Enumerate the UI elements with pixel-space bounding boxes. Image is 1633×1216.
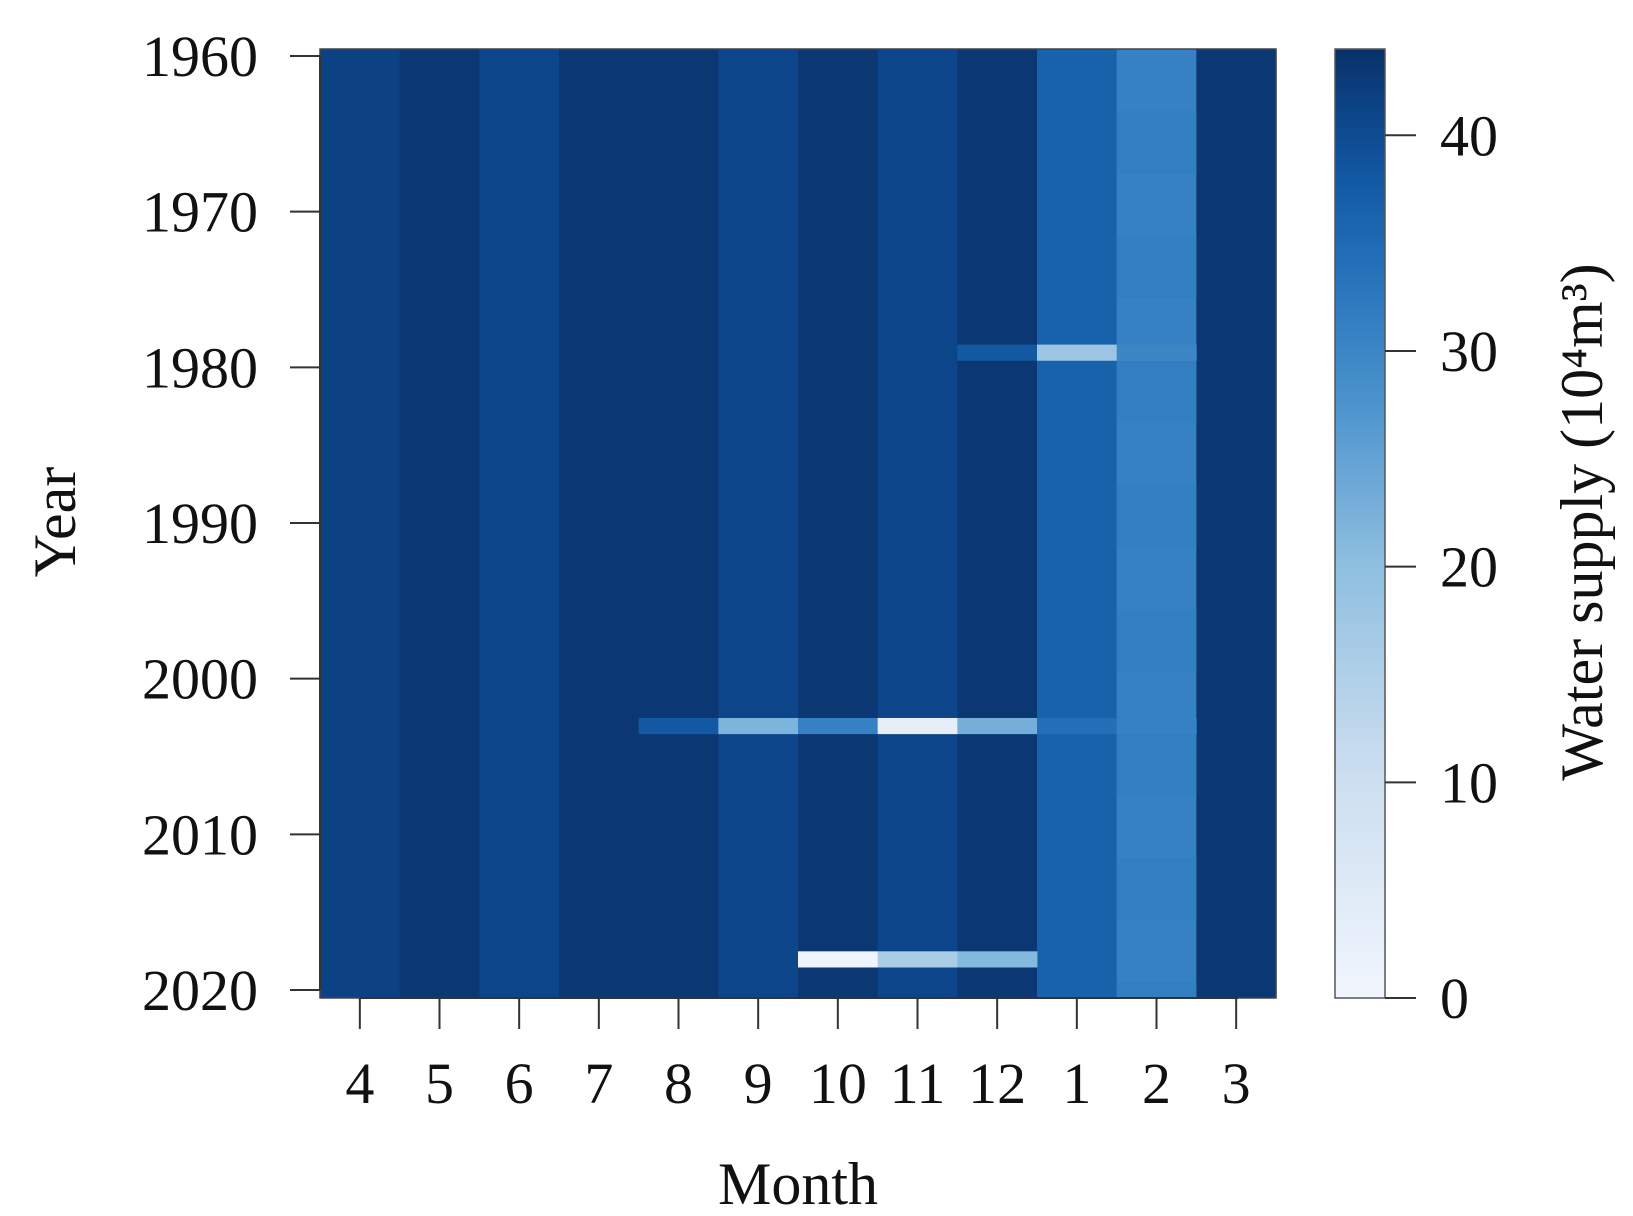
heatmap-cell (1116, 406, 1197, 423)
heatmap-cell-2018-10 (798, 951, 879, 968)
y-tick-label: 2020 (142, 958, 258, 1023)
heatmap-column-6 (479, 49, 560, 998)
heatmap-column-3 (1196, 49, 1277, 998)
heatmap-cell (1116, 904, 1197, 921)
heatmap-cell (1116, 531, 1197, 548)
heatmap-cell (1116, 266, 1197, 283)
heatmap-cell (1116, 251, 1197, 268)
x-tick-label: 9 (744, 1051, 773, 1116)
heatmap-cell-2018-11 (877, 951, 958, 968)
x-tick-label: 12 (968, 1051, 1026, 1116)
x-tick-label: 6 (505, 1051, 534, 1116)
heatmap-cell (1116, 780, 1197, 797)
heatmap-cell (1116, 515, 1197, 532)
y-tick-label: 1970 (142, 180, 258, 245)
heatmap-column-12 (957, 49, 1038, 998)
x-tick-label: 2 (1142, 1051, 1171, 1116)
colorbar-tick-label: 40 (1440, 103, 1498, 168)
x-tick-label: 8 (664, 1051, 693, 1116)
heatmap-cell (1116, 982, 1197, 999)
heatmap-column-7 (559, 49, 640, 998)
heatmap-cell-2003-11 (877, 717, 958, 735)
heatmap-cell (1116, 157, 1197, 174)
colorbar-tick-label: 30 (1440, 319, 1498, 384)
heatmap-cell (1116, 749, 1197, 765)
heatmap-cell (1116, 142, 1197, 159)
heatmap-cell-1979-2 (1116, 344, 1197, 361)
colorbar (1334, 48, 1386, 999)
heatmap-cell (1116, 889, 1197, 905)
x-tick-label: 10 (809, 1051, 867, 1116)
heatmap-cell-1979-12 (957, 344, 1038, 361)
colorbar-ticks: 0 10 20 30 40 (1385, 103, 1498, 1031)
x-tick-label: 1 (1062, 1051, 1091, 1116)
x-tick-label: 4 (345, 1051, 374, 1116)
heatmap-cell-2003-12 (957, 717, 1038, 735)
heatmap-column-11 (877, 49, 958, 998)
heatmap-cell-2003-9 (718, 717, 799, 735)
heatmap-cell (1116, 624, 1197, 641)
heatmap-cell (1116, 484, 1197, 501)
heatmap-cell-2003-8 (638, 717, 719, 735)
x-tick-label: 5 (425, 1051, 454, 1116)
colorbar-tick-label: 20 (1440, 535, 1498, 600)
heatmap-cell (1116, 282, 1197, 299)
heatmap-column-10 (798, 49, 879, 998)
heatmap-column-9 (718, 49, 799, 998)
x-axis-ticks: 4 5 6 7 8 9 10 11 12 1 2 3 (345, 998, 1251, 1116)
heatmap-cell (1116, 391, 1197, 408)
heatmap-cell-2003-1 (1037, 717, 1118, 735)
heatmap-cell (1116, 857, 1197, 874)
heatmap-column-4 (320, 49, 401, 998)
heatmap-cell (1116, 126, 1197, 143)
heatmap-cell (1116, 609, 1197, 625)
heatmap-column-8 (638, 49, 719, 998)
heatmap-cell-1979-1 (1037, 344, 1118, 361)
x-tick-label: 11 (890, 1051, 946, 1116)
y-tick-label: 1980 (142, 335, 258, 400)
heatmap-cell (1116, 500, 1197, 517)
anomaly-cells (638, 344, 1197, 968)
y-tick-label: 1960 (142, 24, 258, 89)
heatmap-cell (1116, 655, 1197, 672)
heatmap-cell (1116, 111, 1197, 128)
colorbar-tick-label: 0 (1440, 966, 1469, 1031)
heatmap-cell (1116, 360, 1197, 377)
y-tick-label: 2000 (142, 647, 258, 712)
heatmap-cell-2018-12 (957, 951, 1038, 968)
heatmap-cell (1116, 375, 1197, 392)
colorbar-label: Water supply (10⁴m³) (1549, 263, 1615, 780)
x-axis-title: Month (718, 1151, 878, 1216)
heatmap-cells (320, 49, 1277, 999)
heatmap-column-5 (399, 49, 480, 998)
y-axis-ticks: 1960 1970 1980 1990 2000 2010 2020 (142, 24, 320, 1023)
x-tick-label: 7 (584, 1051, 613, 1116)
heatmap-cell-2003-2 (1116, 717, 1197, 735)
heatmap-cell (1116, 235, 1197, 252)
x-tick-label: 3 (1222, 1051, 1251, 1116)
heatmap-column-1 (1037, 49, 1118, 998)
heatmap-cell (1116, 873, 1197, 890)
y-tick-label: 2010 (142, 802, 258, 867)
heatmap-cell (1116, 733, 1197, 750)
y-axis-title: Year (22, 467, 88, 578)
heatmap-cell-2003-10 (798, 717, 879, 735)
y-tick-label: 1990 (142, 491, 258, 556)
heatmap-cell (1116, 764, 1197, 781)
colorbar-tick-label: 10 (1440, 750, 1498, 815)
heatmap-cell (1116, 640, 1197, 657)
